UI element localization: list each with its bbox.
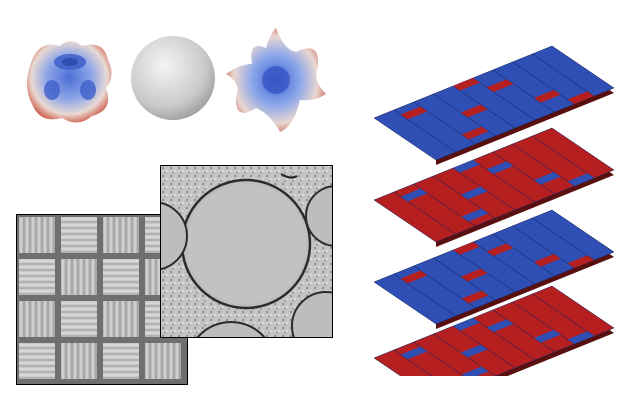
sphere-particle: [131, 36, 215, 120]
layer-edge: [436, 46, 614, 165]
layer-accent-patch: [486, 161, 514, 174]
layer-accent-patch: [567, 173, 595, 186]
layer-accent-patch: [453, 78, 480, 91]
layer-stripe: [413, 333, 496, 376]
layer-2: [373, 127, 615, 247]
layer-edge: [436, 128, 614, 247]
layer-accent-patch: [461, 208, 489, 222]
layer-stripe: [531, 45, 615, 97]
layer-stripe: [373, 349, 433, 376]
layer-accent-patch: [486, 79, 514, 92]
layer-accent-patch: [534, 172, 561, 185]
layer-accent-patch: [461, 366, 489, 376]
layer-accent-patch: [453, 242, 480, 255]
layer-accent-patch: [534, 254, 561, 267]
star-harmonic-particle: [226, 28, 326, 132]
layer-3: [373, 209, 615, 329]
fiber-cross-section-micrograph: [160, 165, 333, 338]
layer-stripe: [531, 285, 615, 337]
layer-accent-patch: [460, 186, 488, 200]
layer-accent-patch: [400, 346, 428, 360]
layer-edge: [436, 210, 614, 329]
layer-accent-patch: [400, 106, 428, 120]
layer-accent-patch: [567, 255, 595, 268]
layer-accent-patch: [486, 243, 514, 256]
layer-accent-patch: [461, 126, 489, 140]
layer-1: [373, 45, 615, 165]
layer-accent-patch: [461, 290, 489, 304]
layer-accent-patch: [486, 319, 514, 332]
layer-accent-patch: [400, 270, 428, 284]
layer-accent-patch: [534, 330, 561, 343]
layer-4: [373, 285, 615, 376]
layer-stripe: [531, 209, 615, 261]
layer-accent-patch: [460, 104, 488, 118]
layer-accent-patch: [460, 268, 488, 282]
layer-accent-patch: [460, 344, 488, 358]
layer-accent-patch: [567, 331, 595, 344]
layer-accent-patch: [567, 91, 595, 104]
layer-accent-patch: [534, 90, 561, 103]
cubic-harmonic-particle: [27, 41, 112, 123]
layer-stripe: [531, 127, 615, 179]
layer-accent-patch: [453, 318, 480, 331]
layer-accent-patch: [453, 160, 480, 173]
layer-accent-patch: [400, 188, 428, 202]
layer-stack-panel: [373, 45, 615, 376]
particle-shapes-panel: [27, 28, 326, 132]
